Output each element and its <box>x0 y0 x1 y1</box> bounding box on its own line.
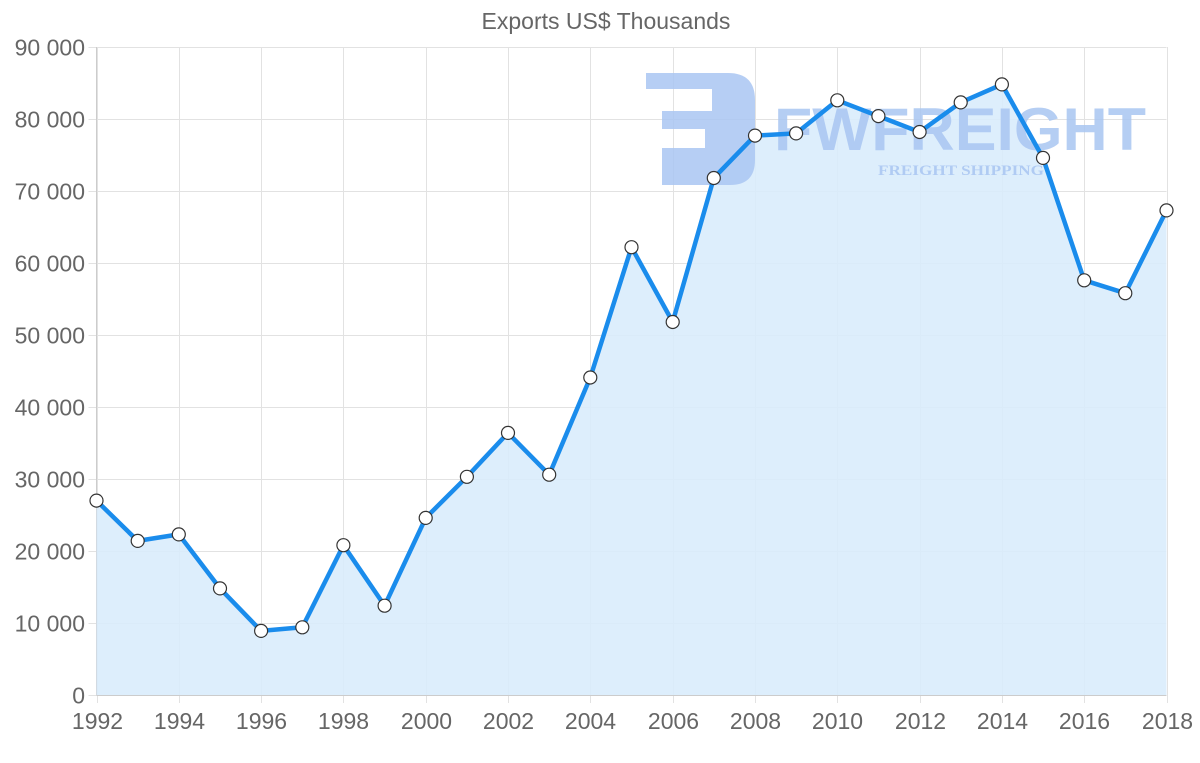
data-point[interactable] <box>1035 150 1051 165</box>
data-point[interactable] <box>830 93 845 108</box>
data-point[interactable] <box>212 581 228 596</box>
x-tick-label: 1996 <box>236 708 287 734</box>
data-point[interactable] <box>295 620 310 635</box>
data-point[interactable] <box>418 510 433 526</box>
data-point[interactable] <box>1077 273 1092 288</box>
data-points <box>89 77 1174 639</box>
y-axis: 0 10 000 20 000 30 000 40 000 50 000 60 000 70 … <box>15 35 85 709</box>
x-tick-label: 2002 <box>483 708 534 734</box>
data-point[interactable] <box>583 370 598 385</box>
x-tick-label: 2004 <box>565 708 616 734</box>
logo-icon <box>646 73 755 185</box>
data-point[interactable] <box>130 533 145 549</box>
y-tick-label: 10 000 <box>15 611 85 637</box>
data-point[interactable] <box>788 126 804 141</box>
data-point[interactable] <box>624 240 639 255</box>
area-path <box>96 84 1167 695</box>
y-tick-label: 70 000 <box>15 179 85 205</box>
area-fill <box>96 84 1167 695</box>
y-tick-label: 20 000 <box>15 539 85 565</box>
data-point[interactable] <box>89 493 104 508</box>
data-point[interactable] <box>377 598 392 613</box>
x-tick-label: 1998 <box>318 708 369 734</box>
data-point[interactable] <box>171 527 186 542</box>
data-point[interactable] <box>500 425 516 440</box>
data-point[interactable] <box>706 170 721 186</box>
data-point[interactable] <box>912 124 927 140</box>
x-tick-label: 2018 <box>1142 708 1193 734</box>
x-tick-label: 2012 <box>895 708 946 734</box>
y-tick-label: 50 000 <box>15 323 85 349</box>
y-tick-label: 0 <box>72 683 85 709</box>
x-tick-label: 2000 <box>401 708 452 734</box>
data-point[interactable] <box>871 108 886 124</box>
x-tick-label: 2008 <box>730 708 781 734</box>
data-point[interactable] <box>336 538 351 553</box>
chart-title: Exports US$ Thousands <box>481 8 731 34</box>
data-point[interactable] <box>1118 286 1133 301</box>
y-tick-label: 80 000 <box>15 107 85 133</box>
x-tick-label: 1994 <box>154 708 205 734</box>
data-point[interactable] <box>994 77 1010 92</box>
x-tick-label: 2006 <box>648 708 699 734</box>
y-tick-label: 40 000 <box>15 395 85 421</box>
data-point[interactable] <box>747 128 763 143</box>
y-tick-label: 90 000 <box>15 35 85 61</box>
x-tick-label: 2010 <box>812 708 863 734</box>
y-tick-label: 60 000 <box>15 251 85 277</box>
data-point[interactable] <box>542 467 557 482</box>
x-tick-label: 2014 <box>977 708 1028 734</box>
data-point[interactable] <box>1159 203 1174 218</box>
watermark-tagline: FREIGHT SHIPPING <box>878 163 1044 179</box>
x-tick-label: 1992 <box>72 708 123 734</box>
data-point[interactable] <box>665 314 680 330</box>
y-tick-label: 30 000 <box>15 467 85 493</box>
x-tick-label: 2016 <box>1059 708 1110 734</box>
data-point[interactable] <box>953 95 968 110</box>
data-point[interactable] <box>459 469 474 484</box>
data-point[interactable] <box>254 623 269 639</box>
x-axis: 1992 1994 1996 1998 2000 2002 2004 2006 2008 2010… <box>72 708 1193 734</box>
